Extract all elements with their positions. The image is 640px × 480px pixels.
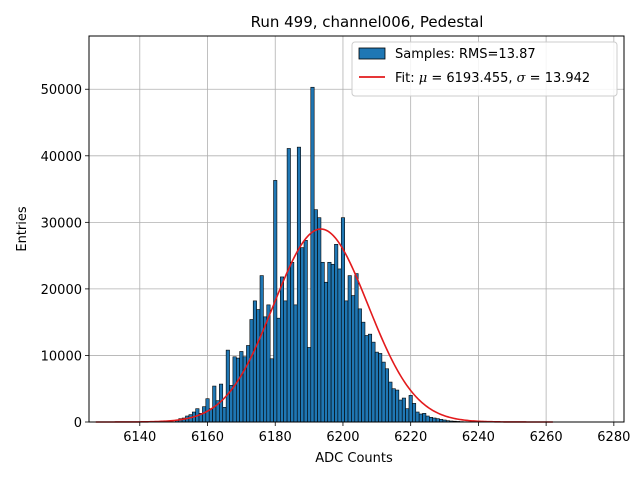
histogram-bar	[368, 333, 373, 423]
histogram-bar	[222, 407, 227, 423]
histogram-bar	[347, 275, 352, 423]
gaussian-fit-curve	[95, 228, 553, 423]
histogram-bar	[212, 385, 217, 423]
histogram-bar	[381, 361, 386, 423]
histogram-bar	[354, 273, 359, 423]
x-tick-label: 6180	[259, 430, 292, 445]
legend-box	[351, 41, 618, 97]
legend-mu-symbol: μ	[419, 71, 427, 86]
plot-frame	[88, 35, 625, 423]
histogram-bar	[324, 281, 329, 423]
x-tick-label: 6280	[597, 430, 630, 445]
histogram-bar	[384, 368, 389, 423]
histogram-bar	[378, 353, 383, 423]
histogram-bar	[327, 261, 332, 423]
y-tick-label: 10000	[41, 349, 82, 364]
histogram-bar	[432, 417, 437, 423]
histogram-bar	[330, 263, 335, 423]
histogram-bar	[310, 86, 315, 423]
y-axis-label: Entries	[15, 206, 30, 252]
histogram-bar	[395, 389, 400, 423]
y-tick-label: 50000	[41, 83, 82, 98]
histogram-bar	[303, 240, 308, 423]
histogram-bar	[235, 357, 240, 423]
histogram-bar	[246, 345, 251, 423]
histogram-bar	[428, 417, 433, 423]
histogram-bar	[276, 317, 281, 423]
histogram-bar	[252, 300, 257, 423]
x-axis-label: ADC Counts	[315, 451, 393, 466]
x-tick-label: 6220	[394, 430, 427, 445]
histogram-bar	[425, 415, 430, 423]
histogram-bar	[418, 413, 423, 423]
histogram-bar	[225, 349, 230, 423]
legend: Samples: RMS=13.87 Fit: μ = 6193.455, σ …	[351, 41, 618, 97]
y-axis-ticks: 0 10000 20000 30000 40000 50000	[41, 83, 89, 431]
histogram-bar	[351, 295, 356, 423]
x-tick-label: 6260	[530, 430, 563, 445]
histogram-bar	[280, 276, 284, 423]
histogram-bar	[422, 413, 427, 423]
histogram-bar	[296, 146, 301, 423]
histogram-bar	[320, 261, 325, 423]
histogram-bar	[263, 316, 268, 423]
histogram-bar	[300, 247, 305, 423]
histogram-bar	[317, 217, 322, 423]
histogram-bar	[398, 399, 403, 423]
x-axis-ticks: 6140 6160 6180 6200 6220 6240 6260 6280	[123, 422, 630, 445]
histogram-bar	[374, 351, 379, 423]
histogram-bar	[249, 319, 254, 423]
histogram-bar	[357, 308, 362, 423]
histogram-bar	[361, 321, 366, 423]
histogram-bar	[371, 341, 376, 423]
histogram-bar	[337, 268, 342, 423]
histogram-bar	[344, 300, 349, 423]
histogram-bar	[313, 209, 318, 423]
histogram-bar	[408, 395, 413, 423]
histogram-bar	[401, 397, 406, 423]
histogram-bar	[259, 275, 264, 423]
histogram-bar	[334, 244, 339, 423]
histogram-bar	[293, 304, 298, 423]
x-tick-label: 6140	[123, 430, 156, 445]
y-tick-label: 40000	[41, 150, 82, 165]
legend-fit-label: Fit: μ = 6193.455, σ = 13.942	[395, 71, 590, 86]
x-tick-label: 6160	[191, 430, 224, 445]
histogram-bar	[202, 406, 207, 423]
histogram-bar	[415, 411, 420, 423]
histogram-bar	[232, 356, 237, 423]
legend-mu-value: = 6193.455,	[427, 71, 516, 86]
chart-title: Run 499, channel006, Pedestal	[251, 13, 484, 31]
histogram-bar	[256, 309, 261, 423]
histogram-bar	[364, 335, 369, 423]
histogram-bar	[391, 388, 396, 423]
legend-fit-prefix: Fit:	[395, 71, 419, 86]
y-tick-label: 20000	[41, 283, 82, 298]
x-tick-label: 6240	[462, 430, 495, 445]
legend-sigma-symbol: σ	[517, 71, 527, 86]
y-tick-label: 30000	[41, 216, 82, 231]
histogram-bars	[175, 86, 481, 423]
histogram-bar	[239, 351, 244, 423]
histogram-bar	[388, 381, 393, 423]
histogram-bar	[412, 403, 417, 423]
histogram-bar	[286, 148, 291, 423]
legend-samples-swatch	[358, 47, 386, 60]
histogram-bar	[405, 408, 410, 423]
y-tick-label: 0	[74, 416, 82, 431]
histogram-bar	[283, 300, 288, 423]
legend-sigma-value: = 13.942	[526, 71, 591, 86]
histogram-bar	[269, 358, 274, 423]
legend-samples-label: Samples: RMS=13.87	[395, 47, 536, 62]
x-tick-label: 6200	[326, 430, 359, 445]
histogram-bar	[290, 261, 295, 423]
histogram-bar	[307, 347, 312, 423]
